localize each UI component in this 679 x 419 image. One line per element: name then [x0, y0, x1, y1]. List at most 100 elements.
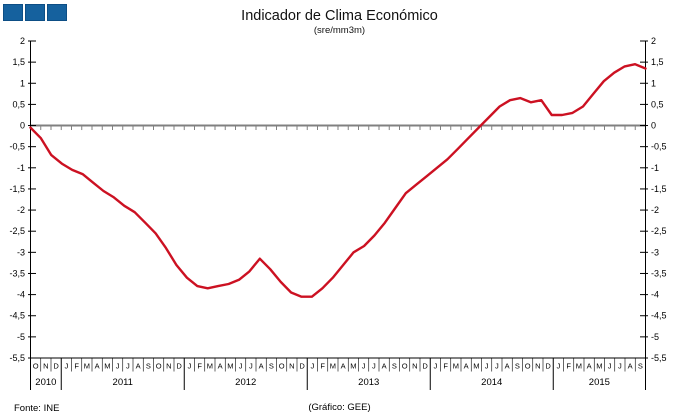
- month-label: D: [53, 362, 59, 371]
- month-label: N: [166, 362, 171, 371]
- month-label: A: [341, 362, 346, 371]
- month-label: O: [279, 362, 285, 371]
- y-axis-label-left: -5,5: [9, 353, 25, 363]
- month-label: A: [382, 362, 387, 371]
- year-label: 2013: [358, 377, 379, 388]
- y-axis-label-right: 0,5: [651, 99, 664, 109]
- month-label: F: [320, 362, 325, 371]
- month-label: J: [372, 362, 376, 371]
- month-label: S: [515, 362, 520, 371]
- credit-note: (Gráfico: GEE): [308, 402, 371, 413]
- month-label: O: [33, 362, 39, 371]
- month-label: M: [330, 362, 336, 371]
- month-label: M: [576, 362, 582, 371]
- month-label: N: [43, 362, 48, 371]
- logo: [3, 4, 67, 21]
- month-label: M: [207, 362, 213, 371]
- month-label: F: [74, 362, 79, 371]
- logo-square: [25, 4, 45, 21]
- month-label: J: [434, 362, 438, 371]
- month-label: J: [618, 362, 622, 371]
- logo-square: [3, 4, 23, 21]
- y-axis-label-right: -2: [651, 205, 659, 215]
- y-axis-label-left: -1: [17, 163, 25, 173]
- y-axis-label-right: -0,5: [651, 142, 667, 152]
- y-axis-label-left: 1: [20, 78, 25, 88]
- y-axis-label-left: 1,5: [12, 57, 25, 67]
- y-axis-label-right: -1,5: [651, 184, 667, 194]
- month-label: J: [249, 362, 253, 371]
- y-axis-label-right: -4: [651, 290, 659, 300]
- y-axis-label-right: -3,5: [651, 268, 667, 278]
- y-axis-label-right: -4,5: [651, 311, 667, 321]
- y-axis-label-left: -3,5: [9, 268, 25, 278]
- year-label: 2010: [35, 377, 56, 388]
- month-label: N: [289, 362, 294, 371]
- year-label: 2015: [589, 377, 610, 388]
- y-axis-label-right: 0: [651, 121, 656, 131]
- y-axis-label-right: 1,5: [651, 57, 664, 67]
- month-label: F: [443, 362, 448, 371]
- month-label: O: [156, 362, 162, 371]
- y-axis-label-right: -5,5: [651, 353, 667, 363]
- month-label: J: [495, 362, 499, 371]
- month-label: M: [453, 362, 459, 371]
- month-label: J: [126, 362, 130, 371]
- month-label: D: [545, 362, 551, 371]
- month-label: N: [535, 362, 540, 371]
- month-label: O: [402, 362, 408, 371]
- month-label: J: [608, 362, 612, 371]
- month-label: A: [464, 362, 469, 371]
- y-axis-label-left: -1,5: [9, 184, 25, 194]
- month-label: A: [259, 362, 264, 371]
- y-axis-label-right: 1: [651, 78, 656, 88]
- month-label: J: [188, 362, 192, 371]
- year-label: 2011: [113, 377, 133, 388]
- source-note: Fonte: INE: [14, 403, 60, 414]
- y-axis-label-right: -1: [651, 163, 659, 173]
- month-label: M: [227, 362, 233, 371]
- month-label: S: [146, 362, 151, 371]
- y-axis-label-left: 2: [20, 36, 25, 46]
- month-label: D: [176, 362, 182, 371]
- y-axis-label-right: 2: [651, 36, 656, 46]
- y-axis-label-left: -2,5: [9, 226, 25, 236]
- y-axis-label-left: 0,5: [12, 99, 25, 109]
- month-label: J: [311, 362, 315, 371]
- month-label: A: [587, 362, 592, 371]
- month-label: D: [299, 362, 305, 371]
- month-label: J: [362, 362, 366, 371]
- month-label: M: [596, 362, 602, 371]
- month-label: O: [525, 362, 531, 371]
- month-label: J: [239, 362, 243, 371]
- y-axis-label-right: -2,5: [651, 226, 667, 236]
- month-label: F: [197, 362, 202, 371]
- month-label: A: [95, 362, 100, 371]
- month-label: M: [84, 362, 90, 371]
- month-label: A: [628, 362, 633, 371]
- y-axis-label-right: -5: [651, 332, 659, 342]
- month-label: S: [392, 362, 397, 371]
- y-axis-label-left: -3: [17, 247, 25, 257]
- month-label: M: [473, 362, 479, 371]
- month-label: M: [104, 362, 110, 371]
- y-axis-label-left: -0,5: [9, 142, 25, 152]
- year-label: 2014: [481, 377, 502, 388]
- y-axis-label-left: -4,5: [9, 311, 25, 321]
- month-label: J: [116, 362, 120, 371]
- month-label: S: [269, 362, 274, 371]
- y-axis-label-left: -4: [17, 290, 25, 300]
- month-label: J: [65, 362, 69, 371]
- logo-square: [47, 4, 67, 21]
- indicator-line: [29, 62, 647, 298]
- y-axis-label-left: -2: [17, 205, 25, 215]
- month-label: S: [638, 362, 643, 371]
- y-axis-label-left: -5: [17, 332, 25, 342]
- y-axis-label-left: 0: [20, 121, 25, 131]
- month-label: J: [485, 362, 489, 371]
- month-label: A: [218, 362, 223, 371]
- month-label: D: [422, 362, 428, 371]
- month-label: A: [136, 362, 141, 371]
